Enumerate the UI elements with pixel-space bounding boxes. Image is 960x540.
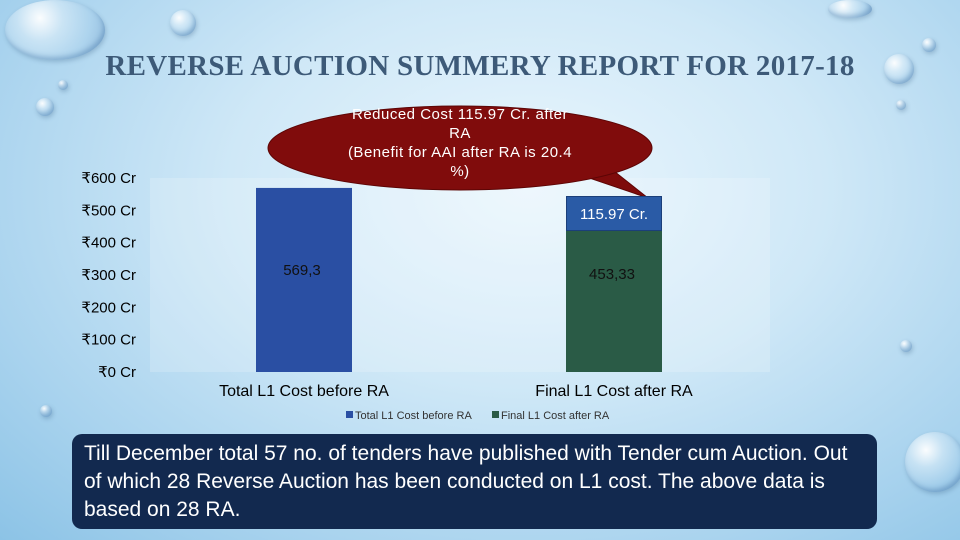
water-drop-decoration bbox=[905, 432, 960, 492]
callout-line: Reduced Cost 115.97 Cr. after bbox=[351, 106, 568, 123]
water-drop-decoration bbox=[884, 54, 914, 84]
water-drop-decoration bbox=[40, 405, 52, 417]
data-label: 569,3 bbox=[283, 262, 321, 279]
legend: Total L1 Cost before RA Final L1 Cost aft… bbox=[346, 410, 610, 422]
bars: 569,3 453,33 bbox=[256, 187, 662, 372]
callout-line: (Benefit for AAI after RA is 20.4 bbox=[347, 144, 573, 161]
callout-line: %) bbox=[450, 163, 470, 180]
y-tick-label: ₹600 Cr bbox=[81, 170, 136, 187]
legend-label: Total L1 Cost before RA bbox=[355, 410, 472, 422]
x-tick-label: Final L1 Cost after RA bbox=[535, 383, 693, 400]
water-drop-decoration bbox=[922, 38, 936, 52]
summary-note: Till December total 57 no. of tenders ha… bbox=[72, 434, 877, 529]
callout-ellipse bbox=[267, 105, 653, 191]
legend-swatch bbox=[346, 411, 353, 418]
x-axis: Total L1 Cost before RA Final L1 Cost aft… bbox=[219, 383, 693, 400]
bar bbox=[566, 225, 662, 372]
y-tick-label: ₹400 Cr bbox=[81, 235, 136, 252]
bar-chart: ₹0 Cr ₹100 Cr ₹200 Cr ₹300 Cr ₹400 Cr ₹500 Cr… bbox=[81, 105, 770, 422]
callout-line: RA bbox=[449, 125, 471, 142]
legend-label: Final L1 Cost after RA bbox=[501, 410, 610, 422]
callout-bubble bbox=[267, 105, 653, 199]
water-drop-decoration bbox=[900, 340, 912, 352]
legend-swatch bbox=[492, 411, 499, 418]
x-tick-label: Total L1 Cost before RA bbox=[219, 383, 389, 400]
y-tick-label: ₹0 Cr bbox=[98, 364, 136, 381]
water-drop-decoration bbox=[828, 0, 872, 18]
data-label: 453,33 bbox=[589, 266, 635, 283]
bar bbox=[256, 187, 352, 372]
callout-text: Reduced Cost 115.97 Cr. after RA (Benefi… bbox=[320, 105, 600, 181]
water-drop-decoration bbox=[58, 80, 68, 90]
plot-area bbox=[150, 178, 770, 372]
difference-label: 115.97 Cr. bbox=[566, 196, 662, 231]
y-tick-label: ₹300 Cr bbox=[81, 267, 136, 284]
water-drop-decoration bbox=[170, 10, 196, 36]
slide-title: REVERSE AUCTION SUMMERY REPORT FOR 2017-… bbox=[105, 50, 855, 82]
water-drop-decoration bbox=[36, 98, 54, 116]
y-tick-label: ₹200 Cr bbox=[81, 299, 136, 316]
y-axis: ₹0 Cr ₹100 Cr ₹200 Cr ₹300 Cr ₹400 Cr ₹500 Cr… bbox=[81, 170, 136, 381]
y-tick-label: ₹500 Cr bbox=[81, 202, 136, 219]
y-tick-label: ₹100 Cr bbox=[81, 332, 136, 349]
water-drop-decoration bbox=[896, 100, 906, 110]
water-drop-decoration bbox=[5, 0, 105, 60]
